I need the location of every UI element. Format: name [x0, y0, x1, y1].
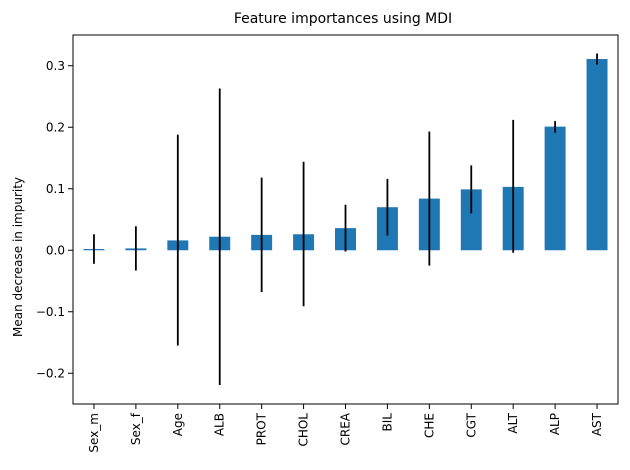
plot-frame: [72, 34, 619, 405]
chart-title: Feature importances using MDI: [234, 11, 452, 27]
y-tick-label: 0.3: [46, 59, 65, 73]
x-tick-label: Age: [171, 413, 185, 436]
y-tick-label: 0.0: [46, 244, 65, 258]
plot-area: Sex_m Sex_f Age ALB PROT CHOL CREA BIL CHE CGT ALT…: [36, 34, 619, 453]
x-tick-label: AST: [590, 412, 604, 436]
x-tick-label: CHE: [422, 413, 436, 438]
x-tick-label: Sex_m: [87, 413, 101, 453]
bar: [544, 126, 566, 251]
x-tick-label: Sex_f: [129, 412, 143, 445]
y-tick-label: 0.2: [46, 121, 65, 135]
x-tick-label: ALP: [548, 413, 562, 435]
x-tick-label: ALT: [506, 412, 520, 433]
y-tick-label: 0.1: [46, 182, 65, 196]
x-tick-label: CHOL: [297, 413, 311, 447]
y-tick-label: −0.1: [36, 305, 65, 319]
bar: [586, 58, 608, 251]
bar: [460, 189, 482, 251]
y-tick-label: −0.2: [36, 367, 65, 381]
x-tick-label: PROT: [255, 412, 269, 445]
x-tick-label: BIL: [380, 413, 394, 432]
x-tick-label: CREA: [339, 412, 353, 445]
x-tick-label: CGT: [464, 412, 478, 437]
y-axis-label: Mean decrease in impurity: [11, 177, 25, 337]
x-tick-label: ALB: [213, 413, 227, 436]
